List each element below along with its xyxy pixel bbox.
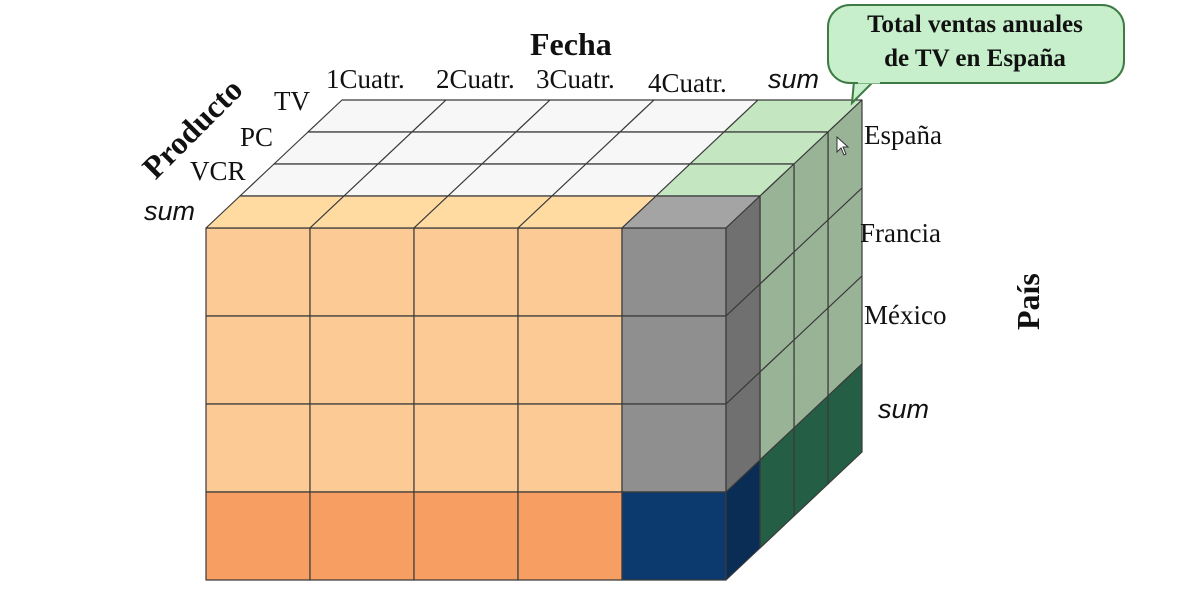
- country-label-francia: Francia: [860, 218, 941, 248]
- cube-front-face: [517, 227, 623, 317]
- cube-front-face: [309, 403, 415, 493]
- cube-front-face: [621, 227, 727, 317]
- cube-front-face: [205, 315, 311, 405]
- cube-side-face: [725, 459, 761, 581]
- callout-line-2: de TV en España: [884, 45, 1066, 72]
- cube-front-face: [309, 227, 415, 317]
- quarter-label-4: 4Cuatr.: [648, 68, 727, 98]
- cube-front-face: [621, 315, 727, 405]
- country-label-mexico: México: [864, 300, 947, 330]
- product-sum-label: sum: [144, 196, 196, 226]
- quarter-label-1: 1Cuatr.: [326, 64, 405, 94]
- country-axis-title: País: [1010, 273, 1046, 330]
- quarter-label-2: 2Cuatr.: [436, 64, 515, 94]
- date-sum-label: sum: [768, 64, 820, 94]
- callout-text: Total ventas anuales de TV en España: [828, 8, 1122, 76]
- product-label-tv: TV: [274, 86, 310, 116]
- product-label-pc: PC: [240, 122, 274, 152]
- quarter-label-3: 3Cuatr.: [536, 64, 615, 94]
- mouse-cursor-icon: [836, 136, 850, 156]
- country-sum-label: sum: [878, 394, 930, 424]
- product-label-vcr: VCR: [190, 156, 246, 186]
- country-label-espana: España: [864, 120, 942, 150]
- cube-front-face: [517, 403, 623, 493]
- cube-front-face: [413, 403, 519, 493]
- cube-front-face: [309, 491, 415, 581]
- cube-front-face: [413, 491, 519, 581]
- cube-front-face: [517, 491, 623, 581]
- callout-line-1: Total ventas anuales: [867, 11, 1083, 38]
- callout-box: [827, 4, 1125, 84]
- cube-front-face: [621, 403, 727, 493]
- cube-front-face: [205, 491, 311, 581]
- cube-front-face: [517, 315, 623, 405]
- cube-front-face: [205, 403, 311, 493]
- cube-front-face: [621, 491, 727, 581]
- cube-front-face: [413, 227, 519, 317]
- cube-front-face: [413, 315, 519, 405]
- date-axis-title: Fecha: [530, 26, 612, 62]
- cube-front-face: [309, 315, 415, 405]
- cube-front-face: [205, 227, 311, 317]
- callout-bubble: [827, 4, 1125, 106]
